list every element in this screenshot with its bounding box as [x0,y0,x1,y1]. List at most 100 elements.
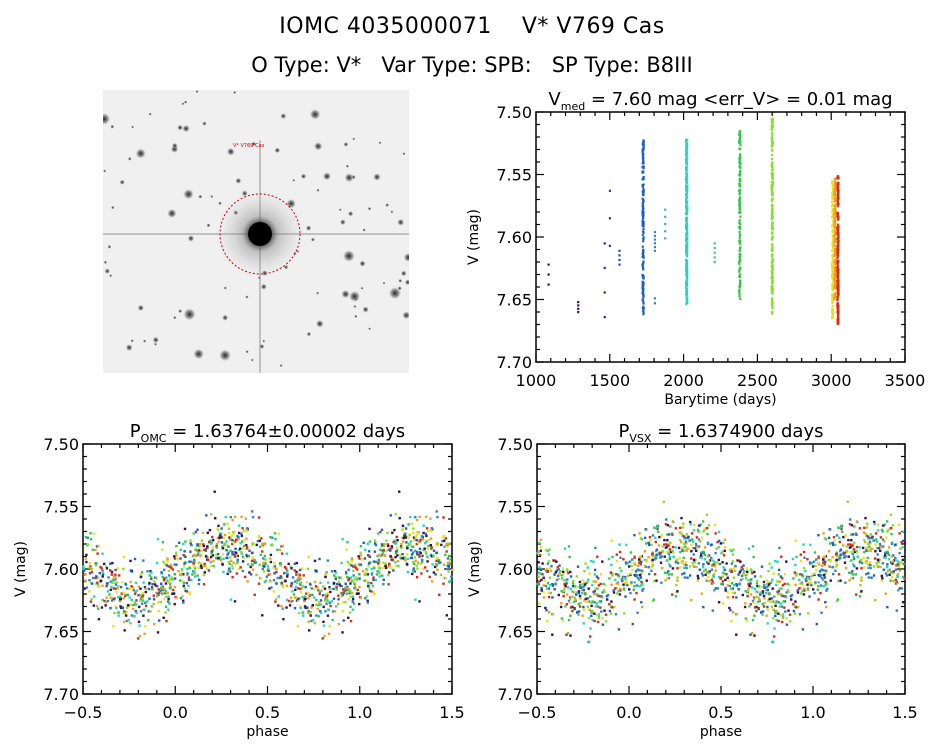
data-point [398,517,401,520]
x-tick-label: 0.0 [616,703,641,722]
data-point [295,570,298,574]
data-point [766,608,769,611]
data-point [420,572,423,575]
data-point [891,524,895,527]
data-point [634,570,638,573]
data-point [377,558,380,562]
data-point [591,583,594,587]
data-point [110,570,114,574]
data-point [251,564,254,567]
data-point [356,588,359,592]
data-point [373,567,376,570]
x-tick-label: 1500 [589,371,630,390]
data-point [409,540,413,543]
data-point [345,592,348,595]
data-point [771,148,774,151]
data-point [771,280,774,283]
data-point [318,592,321,595]
data-point [860,579,863,582]
data-point [262,570,266,573]
data-point [346,541,349,544]
data-point [283,566,287,569]
data-point [390,567,393,570]
data-point [871,547,875,551]
data-point [109,562,112,565]
data-point [547,283,550,286]
data-point [173,573,176,576]
data-point [394,561,397,564]
data-point [831,196,834,199]
data-point [153,622,156,626]
data-point [685,219,688,222]
data-point [193,572,197,575]
data-point [312,596,316,599]
data-point [836,315,840,318]
data-point [770,137,774,140]
data-point [739,569,742,572]
data-point [618,550,622,554]
data-point [642,188,645,191]
data-point [876,546,879,550]
data-point [657,530,660,534]
data-point [864,516,867,520]
data-point [639,576,643,579]
star-id-title: IOMC 4035000071 V* V769 Cas [279,14,665,39]
data-point [677,546,681,550]
data-point [572,600,576,603]
data-point [99,580,103,583]
data-point [738,177,741,180]
data-point [615,582,618,585]
data-point [799,559,803,563]
data-point [539,545,543,549]
data-point [642,167,645,170]
data-point [798,578,801,582]
data-point [815,568,818,572]
data-point [403,556,406,559]
data-point [352,602,356,605]
data-point [892,559,896,562]
field-star [306,331,312,337]
data-point [902,562,906,566]
data-point [415,534,418,537]
data-point [643,565,647,568]
data-point [192,532,195,535]
data-point [159,589,162,593]
data-point [641,245,644,248]
data-point [329,590,332,594]
data-point [732,548,735,551]
data-point [700,556,703,559]
data-point [317,589,320,592]
y-tick-label: 7.65 [496,291,532,310]
data-point [175,544,178,548]
data-point [584,562,587,565]
data-point [773,595,776,598]
data-point [148,581,151,585]
data-point [406,563,409,566]
y-tick-label: 7.55 [496,166,532,185]
data-point [105,584,108,588]
data-point [442,582,445,585]
data-point [150,586,154,589]
data-point [587,616,591,620]
data-point [683,537,686,540]
data-point [287,599,291,603]
data-point [837,306,840,309]
data-point [641,589,644,592]
data-point [414,535,417,538]
data-point [688,574,692,577]
data-point [214,553,217,556]
data-point [642,296,645,299]
data-point [130,603,133,606]
data-point [333,610,336,613]
data-point [852,573,855,576]
data-point [731,587,734,590]
data-point [770,597,773,600]
data-point [93,595,96,598]
data-point [347,568,350,571]
data-point [546,587,549,590]
data-point [89,532,92,535]
data-point [837,243,840,246]
data-point [642,217,645,220]
data-point [382,582,385,586]
data-point [771,171,774,174]
